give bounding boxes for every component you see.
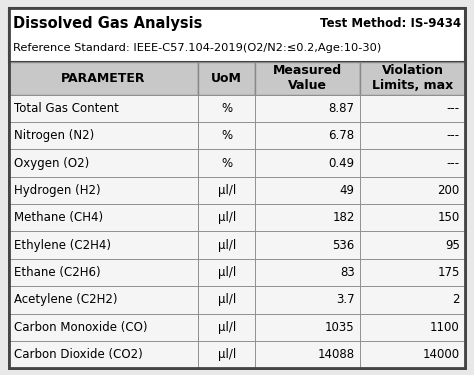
Text: Acetylene (C2H2): Acetylene (C2H2) — [14, 293, 118, 306]
Text: 1035: 1035 — [325, 321, 355, 334]
Bar — [9, 122, 198, 149]
Bar — [255, 314, 360, 341]
Text: 14000: 14000 — [423, 348, 460, 361]
Text: 200: 200 — [438, 184, 460, 197]
Text: μl/l: μl/l — [218, 211, 236, 224]
Bar — [198, 94, 255, 122]
Text: μl/l: μl/l — [218, 184, 236, 197]
Text: 8.87: 8.87 — [328, 102, 355, 115]
Text: Oxygen (O2): Oxygen (O2) — [14, 156, 90, 170]
Bar — [9, 62, 198, 94]
Text: μl/l: μl/l — [218, 321, 236, 334]
Text: Hydrogen (H2): Hydrogen (H2) — [14, 184, 101, 197]
Bar — [9, 231, 198, 259]
Text: UoM: UoM — [211, 72, 242, 85]
Bar — [198, 122, 255, 149]
Bar — [9, 314, 198, 341]
Bar — [255, 177, 360, 204]
Bar — [198, 314, 255, 341]
Bar — [360, 259, 465, 286]
Bar — [360, 314, 465, 341]
Text: Carbon Dioxide (CO2): Carbon Dioxide (CO2) — [14, 348, 143, 361]
Bar — [255, 341, 360, 368]
Text: 175: 175 — [438, 266, 460, 279]
Bar — [360, 177, 465, 204]
Bar — [9, 259, 198, 286]
Text: 3.7: 3.7 — [336, 293, 355, 306]
Bar — [360, 149, 465, 177]
Text: 182: 182 — [332, 211, 355, 224]
Bar — [198, 259, 255, 286]
Text: Nitrogen (N2): Nitrogen (N2) — [14, 129, 94, 142]
Text: Ethylene (C2H4): Ethylene (C2H4) — [14, 238, 111, 252]
Bar — [255, 122, 360, 149]
Bar — [9, 341, 198, 368]
Text: 83: 83 — [340, 266, 355, 279]
Text: 95: 95 — [445, 238, 460, 252]
Bar — [255, 231, 360, 259]
Text: Methane (CH4): Methane (CH4) — [14, 211, 103, 224]
Text: Reference Standard: IEEE-C57.104-2019(O2/N2:≤0.2,Age:10-30): Reference Standard: IEEE-C57.104-2019(O2… — [13, 43, 382, 52]
Bar — [360, 231, 465, 259]
Bar — [198, 62, 255, 94]
Text: %: % — [221, 156, 232, 170]
Bar — [360, 204, 465, 231]
Text: Measured
Value: Measured Value — [273, 64, 342, 92]
Text: %: % — [221, 102, 232, 115]
Bar — [360, 94, 465, 122]
Text: ---: --- — [447, 102, 460, 115]
Bar — [360, 286, 465, 314]
Text: 0.49: 0.49 — [328, 156, 355, 170]
Bar — [255, 286, 360, 314]
Bar — [255, 62, 360, 94]
Bar — [198, 286, 255, 314]
Bar — [9, 149, 198, 177]
Text: Carbon Monoxide (CO): Carbon Monoxide (CO) — [14, 321, 148, 334]
Bar — [360, 341, 465, 368]
Text: Test Method: IS-9434: Test Method: IS-9434 — [319, 16, 461, 30]
Text: 14088: 14088 — [318, 348, 355, 361]
Text: Total Gas Content: Total Gas Content — [14, 102, 119, 115]
Text: Violation
Limits, max: Violation Limits, max — [372, 64, 454, 92]
Bar — [255, 94, 360, 122]
Text: 49: 49 — [340, 184, 355, 197]
Bar — [9, 286, 198, 314]
Text: Ethane (C2H6): Ethane (C2H6) — [14, 266, 101, 279]
Text: 6.78: 6.78 — [328, 129, 355, 142]
Bar — [198, 231, 255, 259]
Bar — [198, 177, 255, 204]
Text: ---: --- — [447, 156, 460, 170]
Text: μl/l: μl/l — [218, 238, 236, 252]
Text: 2: 2 — [452, 293, 460, 306]
Text: μl/l: μl/l — [218, 293, 236, 306]
Bar — [9, 204, 198, 231]
Text: ---: --- — [447, 129, 460, 142]
Text: μl/l: μl/l — [218, 348, 236, 361]
Bar — [198, 204, 255, 231]
Bar — [9, 94, 198, 122]
Bar — [255, 204, 360, 231]
Bar — [360, 62, 465, 94]
Bar — [9, 8, 465, 62]
Bar — [198, 149, 255, 177]
Text: Dissolved Gas Analysis: Dissolved Gas Analysis — [13, 16, 203, 31]
Text: %: % — [221, 129, 232, 142]
Bar — [255, 149, 360, 177]
Bar — [198, 341, 255, 368]
Text: 536: 536 — [332, 238, 355, 252]
Text: 1100: 1100 — [430, 321, 460, 334]
Text: 150: 150 — [438, 211, 460, 224]
Bar — [360, 122, 465, 149]
Text: PARAMETER: PARAMETER — [61, 72, 146, 85]
Text: μl/l: μl/l — [218, 266, 236, 279]
Bar — [9, 177, 198, 204]
Bar — [255, 259, 360, 286]
